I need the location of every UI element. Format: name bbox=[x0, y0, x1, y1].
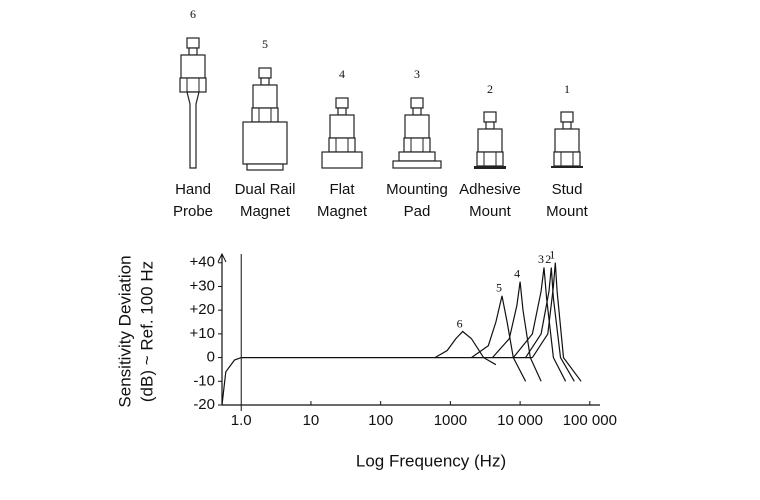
sensor-neck bbox=[485, 121, 495, 130]
y-tick-label: +30 bbox=[190, 277, 215, 294]
curve bbox=[471, 295, 527, 382]
y-tick-label: -20 bbox=[193, 396, 215, 413]
sensor-nut bbox=[403, 137, 431, 153]
sensor-nut bbox=[179, 77, 207, 93]
sensor-body bbox=[329, 114, 355, 139]
sensor-body bbox=[404, 114, 430, 139]
sensor-cap bbox=[483, 111, 497, 123]
mount-label: Stud bbox=[552, 181, 583, 198]
sensor-nut bbox=[251, 107, 279, 123]
pad-lower bbox=[392, 160, 442, 169]
y-tick-label: 0 bbox=[207, 349, 215, 366]
curve bbox=[434, 330, 497, 366]
mount-label: Magnet bbox=[317, 203, 368, 220]
sensor-neck bbox=[188, 47, 198, 56]
y-tick-label: +40 bbox=[190, 254, 215, 271]
x-tick-label: 10 bbox=[303, 412, 320, 429]
x-tick-label: 1000 bbox=[434, 412, 467, 429]
mount-label: Magnet bbox=[240, 203, 291, 220]
curve bbox=[531, 262, 582, 382]
stud-base bbox=[551, 166, 583, 168]
chart: +40 +30 +20 +10 0 -10 -20 1.0 10 100 1000 10 000 100… bbox=[115, 247, 616, 470]
sensor-cap bbox=[186, 37, 200, 49]
curve-label: 6 bbox=[457, 316, 463, 330]
mount-number: 4 bbox=[339, 67, 345, 81]
flat-magnet bbox=[321, 151, 363, 169]
curve bbox=[512, 267, 567, 382]
mount-label: Probe bbox=[173, 203, 213, 220]
curve-label: 4 bbox=[514, 266, 520, 280]
sensor-body bbox=[252, 84, 278, 109]
sensor-cap bbox=[410, 97, 424, 109]
y-tick-label: +10 bbox=[190, 325, 215, 342]
sensor-cap bbox=[560, 111, 574, 123]
y-axis-label: Sensitivity Deviation bbox=[115, 255, 134, 407]
x-tick-label: 10 000 bbox=[497, 412, 543, 429]
mount-illustrations: 6 Hand Probe 5 Dual Rail Magnet 4 Flat Magnet 3 Mo… bbox=[173, 7, 589, 220]
mount-label: Mount bbox=[546, 203, 589, 220]
x-axis-label: Log Frequency (Hz) bbox=[356, 451, 506, 470]
sensor-nut bbox=[328, 137, 356, 153]
y-tick-label: -10 bbox=[193, 372, 215, 389]
mount-number: 2 bbox=[487, 82, 493, 96]
mount-label: Adhesive bbox=[459, 181, 521, 198]
curve-label: 3 bbox=[538, 252, 544, 266]
curve-label: 1 bbox=[549, 247, 555, 261]
sensor-body bbox=[180, 54, 206, 79]
mount-label: Dual Rail bbox=[235, 181, 296, 198]
mount-number: 5 bbox=[262, 37, 268, 51]
rail-magnet bbox=[242, 121, 288, 165]
mount-label: Flat bbox=[329, 181, 355, 198]
sensor-body bbox=[477, 128, 503, 153]
sensor-neck bbox=[260, 77, 270, 86]
x-tick-label: 1.0 bbox=[231, 412, 252, 429]
x-tick-label: 100 000 bbox=[563, 412, 617, 429]
sensor-body bbox=[554, 128, 580, 153]
rail-foot bbox=[246, 163, 284, 171]
x-tick-label: 100 bbox=[368, 412, 393, 429]
curve bbox=[221, 357, 533, 406]
mount-number: 6 bbox=[190, 7, 196, 21]
mount-number: 3 bbox=[414, 67, 420, 81]
curve bbox=[491, 281, 542, 382]
mount-label: Mounting bbox=[386, 181, 448, 198]
sensor-neck bbox=[337, 107, 347, 116]
curve bbox=[525, 267, 575, 382]
sensor-cap bbox=[258, 67, 272, 79]
mount-label: Hand bbox=[175, 181, 211, 198]
mount-number: 1 bbox=[564, 82, 570, 96]
probe-rod bbox=[186, 91, 200, 169]
adhesive-layer bbox=[474, 166, 506, 169]
mount-label: Mount bbox=[469, 203, 512, 220]
y-tick-label: +20 bbox=[190, 301, 215, 318]
sensor-nut bbox=[476, 151, 504, 167]
sensor-cap bbox=[335, 97, 349, 109]
curve-label: 5 bbox=[496, 281, 502, 295]
y-axis-label: (dB) ~ Ref. 100 Hz bbox=[137, 261, 156, 402]
sensor-neck bbox=[562, 121, 572, 130]
pad-upper bbox=[398, 151, 436, 162]
y-axis-arrow bbox=[217, 252, 227, 263]
sensor-neck bbox=[412, 107, 422, 116]
curve-label: 2 bbox=[545, 252, 551, 266]
mount-label: Pad bbox=[404, 203, 431, 220]
sensor-nut bbox=[553, 151, 581, 167]
